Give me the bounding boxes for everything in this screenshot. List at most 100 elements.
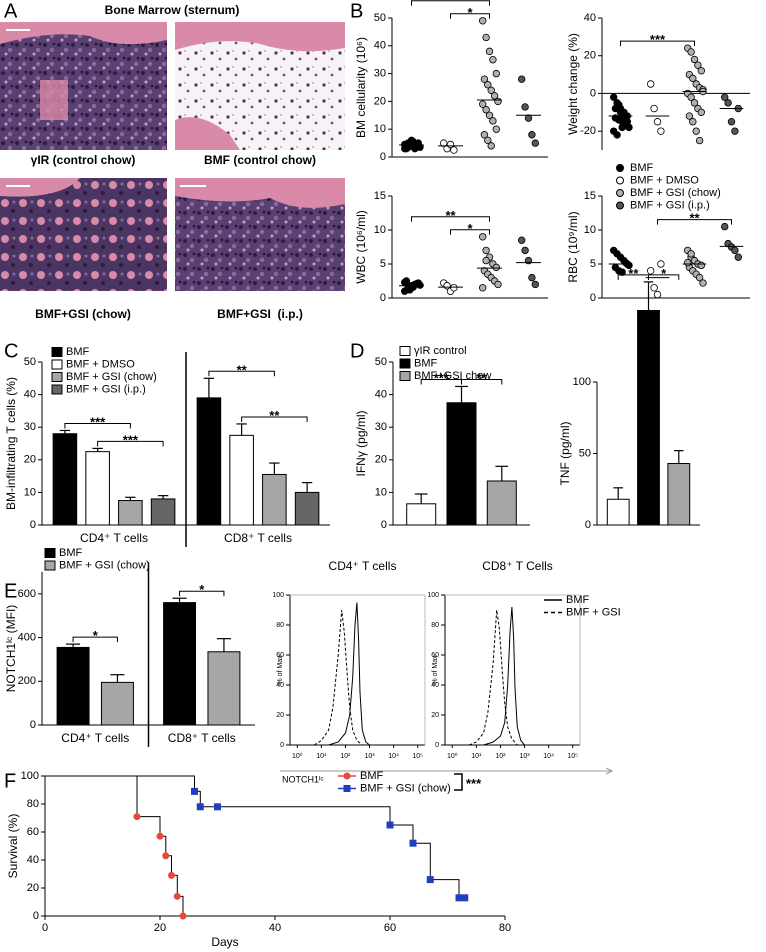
y-tick-label: 0	[585, 519, 591, 531]
bar	[56, 646, 90, 726]
bar	[163, 602, 197, 726]
significance-label: ***	[434, 370, 450, 385]
data-point	[450, 146, 458, 154]
y-tick-label: 20	[24, 454, 36, 466]
y-tick-label: 20	[27, 882, 39, 894]
y-tick-label: 40	[374, 40, 386, 52]
histology-image	[0, 178, 167, 291]
data-point	[524, 114, 533, 122]
significance-bracket	[97, 440, 164, 447]
legend-swatch	[399, 358, 411, 369]
data-point	[484, 81, 492, 89]
significance-bracket	[208, 370, 275, 377]
data-point	[531, 280, 539, 289]
data-point	[653, 290, 662, 299]
y-tick-label: 40	[375, 389, 387, 401]
significance-label: ***	[466, 776, 482, 791]
significance-bracket	[241, 416, 308, 422]
y-axis-label: NOTCH1ᴵᶜ (MFI)	[4, 605, 18, 693]
significance-label: **	[689, 211, 700, 226]
y-tick-label: 20	[431, 712, 439, 719]
data-point	[487, 142, 495, 150]
significance-bracket	[411, 216, 490, 222]
data-point	[492, 69, 500, 78]
y-tick-label: 200	[18, 675, 36, 687]
data-point	[528, 273, 536, 282]
histology-caption: BMF+GSI (chow)	[35, 307, 131, 321]
bone-region	[175, 22, 345, 52]
data-point	[653, 118, 662, 126]
bar	[667, 463, 691, 526]
y-tick-label: 20	[584, 50, 596, 62]
x-tick-label: 10⁰	[292, 752, 303, 760]
panel-label: B	[350, 0, 363, 22]
y-tick-label: 40	[27, 854, 39, 866]
data-point	[623, 118, 631, 126]
data-point	[731, 246, 739, 255]
significance-label: *	[199, 582, 205, 597]
x-tick-label: CD4⁺ T cells	[80, 531, 148, 545]
y-tick-label: 10	[374, 123, 386, 135]
data-point	[647, 267, 655, 275]
y-tick-label: 0	[435, 742, 439, 749]
data-point	[485, 111, 494, 119]
y-tick-label: 0	[30, 519, 36, 531]
significance-bracket	[450, 229, 490, 235]
legend-swatch	[343, 772, 351, 780]
significance-label: *	[467, 5, 473, 20]
y-axis-label: BM-infiltrating T cells (%)	[4, 377, 18, 510]
data-point	[657, 127, 665, 135]
y-tick-label: 0	[381, 519, 387, 531]
legend-swatch	[343, 785, 351, 792]
bar	[637, 310, 660, 526]
data-point	[650, 284, 658, 292]
data-point	[191, 787, 198, 795]
x-tick-label: 10³	[519, 753, 530, 760]
y-tick-label: 5	[380, 258, 386, 270]
significance-label: **	[628, 266, 639, 281]
y-tick-label: 100	[427, 592, 439, 599]
histology-caption: BMF (control chow)	[204, 153, 316, 167]
y-tick-label: 80	[27, 798, 39, 810]
histology-title: Bone Marrow (sternum)	[105, 3, 240, 17]
y-tick-label: 60	[27, 826, 39, 838]
data-point	[479, 100, 487, 108]
significance-bracket	[72, 636, 118, 643]
data-point	[724, 99, 732, 107]
bar	[229, 434, 254, 526]
y-tick-label: 40	[584, 12, 596, 24]
y-tick-label: 20	[374, 95, 386, 107]
data-point	[179, 912, 187, 920]
y-tick-label: 15	[584, 190, 596, 202]
y-tick-label: 50	[24, 356, 36, 368]
data-point	[386, 821, 394, 829]
data-point	[618, 268, 626, 276]
data-point	[480, 131, 489, 139]
significance-label: *	[661, 266, 667, 281]
data-point	[610, 93, 618, 101]
legend-label: BMF	[414, 357, 438, 369]
y-axis-label: IFNγ (pg/ml)	[354, 410, 368, 476]
significance-label: **	[477, 370, 488, 385]
y-tick-label: 5	[590, 258, 596, 270]
y-tick-label: 50	[579, 447, 591, 459]
data-point	[690, 55, 699, 64]
bar	[606, 498, 630, 526]
significance-bracket	[620, 40, 695, 47]
y-axis-label: Survival (%)	[6, 814, 20, 879]
y-axis-label: TNF (pg/ml)	[558, 422, 572, 486]
y-tick-label: 0	[280, 742, 284, 749]
legend-swatch	[51, 347, 63, 357]
data-point	[492, 125, 500, 133]
data-point	[426, 876, 434, 884]
legend-label: BMF + GSI (chow)	[360, 782, 451, 794]
data-point	[416, 281, 424, 289]
x-tick-label: 10⁰	[447, 752, 458, 760]
data-point	[695, 136, 704, 145]
y-tick-label: 0	[590, 292, 596, 304]
bar	[207, 651, 241, 726]
x-tick-label: 10²	[340, 753, 351, 760]
x-tick-label: 60	[384, 922, 396, 934]
legend-swatch	[51, 359, 63, 370]
data-point	[613, 131, 621, 139]
